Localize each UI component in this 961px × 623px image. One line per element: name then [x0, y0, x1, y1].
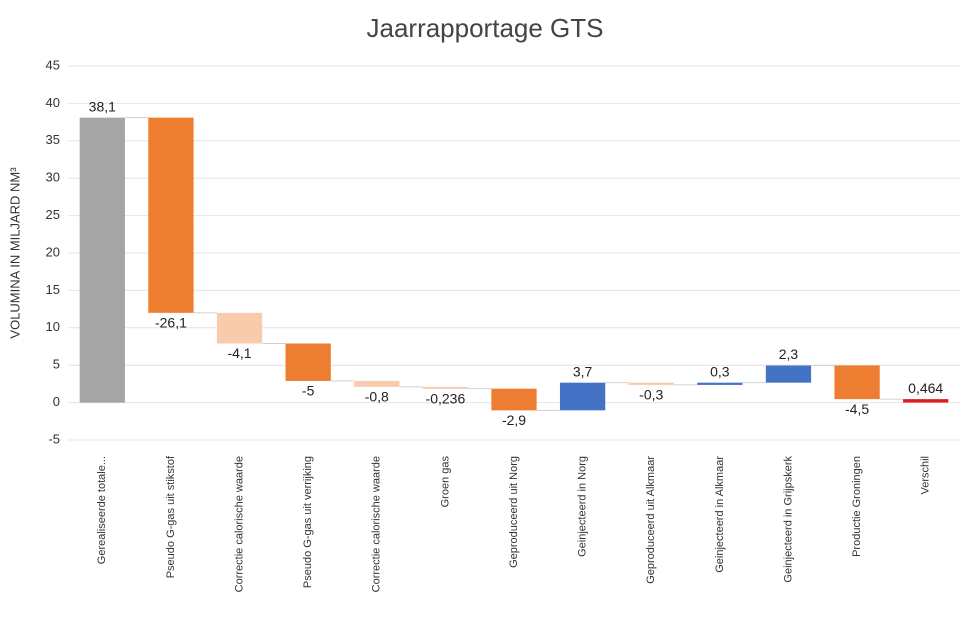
- value-label: -4,5: [845, 401, 869, 417]
- x-tick-label: Correctie calorische waarde: [233, 456, 245, 592]
- y-tick-label: 35: [46, 132, 60, 147]
- y-tick-label: 0: [53, 394, 60, 409]
- value-label: 0,464: [908, 380, 943, 396]
- x-tick-label: Geinjecteerd in Alkmaar: [714, 456, 726, 573]
- bar: [354, 380, 400, 387]
- x-tick-label: Verschil: [920, 456, 932, 495]
- y-tick-label: 20: [46, 244, 60, 259]
- x-tick-label: Geinjecteerd in Grijpskerk: [782, 456, 794, 583]
- x-tick-label: Groen gas: [439, 456, 451, 508]
- bar: [491, 388, 537, 411]
- x-tick-label: Gerealiseerde totale...: [96, 456, 108, 564]
- x-tick-label: Pseudo G-gas uit verrijking: [302, 456, 314, 588]
- x-tick-label: Geproduceerd uit Norg: [508, 456, 520, 568]
- x-tick-label: Productie Groningen: [851, 456, 863, 557]
- y-axis-label: VOLUMINA IN MILJARD NM³: [7, 167, 22, 339]
- bar: [765, 365, 812, 383]
- x-tick-label: Geinjecteerd in Norg: [577, 456, 589, 557]
- x-tick-label: Geproduceerd uit Alkmaar: [645, 456, 657, 584]
- value-label: 38,1: [89, 98, 116, 114]
- value-label: -0,8: [365, 389, 389, 405]
- bar: [559, 382, 606, 411]
- chart-title: Jaarrapportage GTS: [366, 13, 603, 43]
- value-label: -4,1: [227, 345, 251, 361]
- y-tick-label: 15: [46, 282, 60, 297]
- y-tick-label: -5: [48, 431, 60, 446]
- y-tick-label: 10: [46, 319, 60, 334]
- value-label: 2,3: [779, 346, 799, 362]
- value-label: -0,3: [639, 387, 663, 403]
- bar: [79, 117, 125, 403]
- value-label: 0,3: [710, 363, 730, 379]
- bar: [148, 117, 194, 313]
- y-tick-label: 5: [53, 357, 60, 372]
- bar: [285, 343, 331, 381]
- bar: [697, 382, 743, 385]
- value-label: -26,1: [155, 315, 187, 331]
- value-label: 3,7: [573, 363, 593, 379]
- bar: [834, 365, 880, 400]
- y-tick-label: 30: [46, 170, 60, 185]
- value-label: -2,9: [502, 412, 526, 428]
- y-tick-label: 40: [46, 95, 60, 110]
- value-label: -0,236: [426, 390, 466, 406]
- y-tick-label: 25: [46, 207, 60, 222]
- bar: [422, 386, 469, 389]
- bar: [216, 312, 263, 344]
- x-tick-label: Correctie calorische waarde: [371, 456, 383, 592]
- bar: [903, 399, 949, 403]
- value-label: -5: [302, 383, 315, 399]
- x-tick-label: Pseudo G-gas uit stikstof: [165, 455, 177, 578]
- bar: [628, 382, 674, 385]
- y-tick-label: 45: [46, 57, 60, 72]
